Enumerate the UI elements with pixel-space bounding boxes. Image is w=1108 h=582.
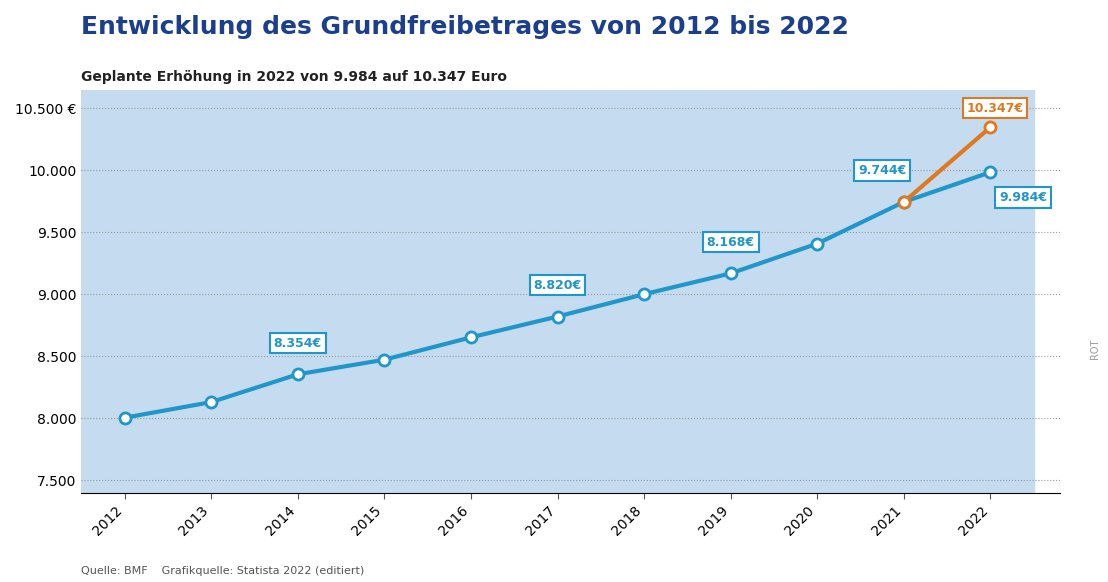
- Bar: [861, 90, 947, 492]
- Bar: [341, 90, 428, 492]
- Text: 9.744€: 9.744€: [858, 164, 906, 177]
- Text: 8.168€: 8.168€: [707, 236, 755, 249]
- Text: Entwicklung des Grundfreibetrages von 2012 bis 2022: Entwicklung des Grundfreibetrages von 20…: [81, 15, 849, 39]
- Bar: [255, 90, 341, 492]
- Text: 9.984€: 9.984€: [999, 191, 1047, 204]
- Bar: [774, 90, 861, 492]
- Text: 8.820€: 8.820€: [533, 279, 582, 292]
- Text: 10.347€: 10.347€: [966, 102, 1024, 115]
- Bar: [947, 90, 1034, 492]
- Bar: [601, 90, 687, 492]
- Text: Quelle: BMF    Grafikquelle: Statista 2022 (editiert): Quelle: BMF Grafikquelle: Statista 2022 …: [81, 566, 365, 576]
- Bar: [81, 90, 167, 492]
- Bar: [167, 90, 255, 492]
- Text: 8.354€: 8.354€: [274, 336, 321, 350]
- Text: Geplante Erhöhung in 2022 von 9.984 auf 10.347 Euro: Geplante Erhöhung in 2022 von 9.984 auf …: [81, 70, 507, 84]
- Bar: [428, 90, 514, 492]
- Bar: [514, 90, 601, 492]
- Text: ROT: ROT: [1090, 339, 1100, 360]
- Bar: [687, 90, 774, 492]
